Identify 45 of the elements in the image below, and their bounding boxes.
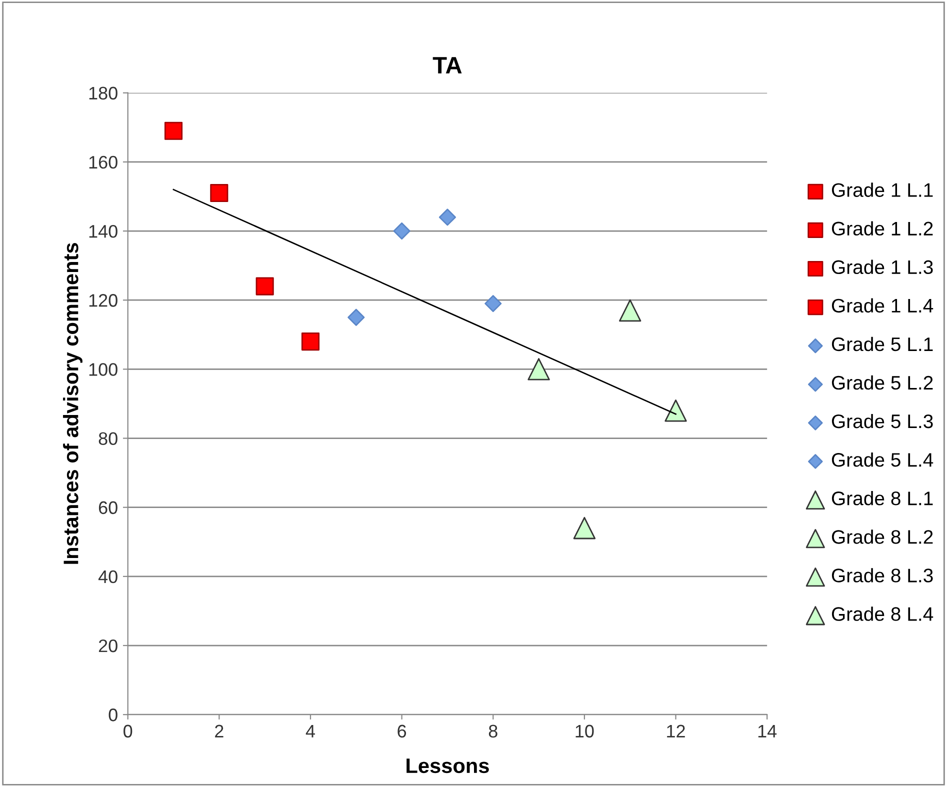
- legend-label: Grade 5 L.1: [832, 336, 933, 352]
- y-tick-label: 180: [89, 86, 118, 100]
- point: [618, 299, 642, 322]
- point: [164, 122, 183, 140]
- chart-title: TA: [432, 57, 462, 74]
- y-tick-label: 100: [89, 363, 118, 376]
- x-axis-title: Lessons: [406, 758, 489, 774]
- x-tick-label: 2: [215, 724, 224, 738]
- y-axis-title: Instances of advisory comments: [63, 243, 82, 564]
- point: [664, 400, 687, 422]
- legend-label: Grade 1 L.4: [832, 298, 934, 313]
- legend-label: Grade 8 L.1: [832, 491, 933, 506]
- x-tick-label: 4: [306, 724, 315, 738]
- point: [528, 358, 550, 380]
- y-tick-label: 0: [108, 708, 118, 722]
- y-tick-label: 120: [89, 294, 118, 307]
- y-tick-label: 60: [98, 501, 118, 514]
- legend-label: Grade 1 L.1: [832, 182, 933, 197]
- y-tick-label: 20: [98, 639, 118, 652]
- x-tick-label: 8: [488, 724, 498, 738]
- x-tick-label: 0: [124, 724, 132, 738]
- legend-label: Grade 5 L.2: [832, 375, 933, 390]
- x-tick-label: 10: [576, 724, 594, 738]
- legend-label: Grade 8 L.4: [832, 606, 934, 621]
- y-tick-label: 140: [89, 224, 118, 238]
- legend-label: Grade 1 L.3: [832, 260, 933, 274]
- legend-label: Grade 5 L.3: [832, 414, 933, 428]
- point: [256, 277, 274, 296]
- x-tick-label: 6: [398, 724, 406, 738]
- point: [210, 184, 228, 202]
- y-tick-label: 160: [89, 156, 118, 169]
- point: [484, 295, 502, 312]
- y-tick-label: 40: [98, 570, 118, 584]
- legend-label: Grade 8 L.2: [832, 530, 933, 544]
- point: [301, 332, 320, 351]
- x-tick-label: 14: [758, 724, 777, 738]
- point: [573, 516, 596, 540]
- y-tick-label: 80: [98, 432, 118, 445]
- legend-label: Grade 8 L.3: [832, 568, 933, 582]
- point: [438, 208, 456, 226]
- x-tick-label: 12: [667, 724, 685, 738]
- point: [393, 222, 410, 240]
- point: [348, 308, 365, 326]
- legend-label: Grade 1 L.2: [832, 221, 933, 236]
- legend-label: Grade 5 L.4: [832, 452, 934, 467]
